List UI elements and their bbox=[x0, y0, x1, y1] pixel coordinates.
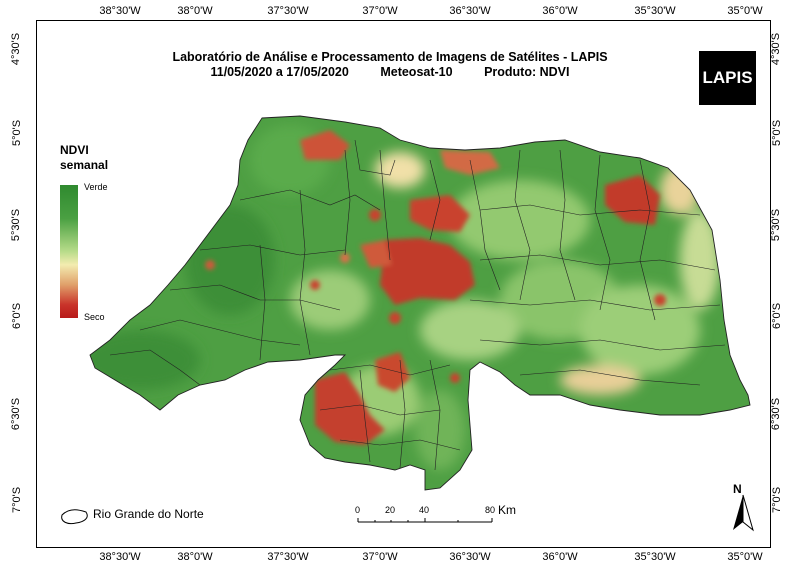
municipality-borders bbox=[109, 139, 726, 471]
scale-tick-label: 40 bbox=[419, 505, 430, 515]
lon-tick-top: 37°30'W bbox=[267, 5, 309, 17]
scale-tick-label: 0 bbox=[355, 505, 361, 515]
legend-color-ramp bbox=[60, 185, 78, 318]
lon-tick-top: 36°30'W bbox=[449, 5, 491, 17]
satellite-name: Meteosat-10 bbox=[380, 65, 453, 79]
lon-tick-top: 35°0'W bbox=[727, 5, 763, 17]
lon-tick-top: 38°30'W bbox=[99, 5, 141, 17]
scale-bar-graphic bbox=[357, 518, 493, 523]
region-legend-label: Rio Grande do Norte bbox=[93, 507, 204, 521]
product-name: Produto: NDVI bbox=[484, 65, 570, 79]
north-arrow-icon bbox=[733, 494, 754, 532]
date-range: 11/05/2020 a 17/05/2020 bbox=[210, 65, 349, 79]
title-line1: Laboratório de Análise e Processamento d… bbox=[172, 50, 608, 64]
legend-high-label: Verde bbox=[84, 182, 108, 192]
lon-tick-bottom: 37°30'W bbox=[267, 551, 309, 563]
legend-title: NDVI semanal bbox=[60, 143, 108, 173]
state-outline bbox=[89, 115, 751, 491]
map-title: Laboratório de Análise e Processamento d… bbox=[130, 50, 650, 80]
lon-tick-bottom: 38°0'W bbox=[177, 551, 213, 563]
lon-tick-bottom: 38°30'W bbox=[99, 551, 141, 563]
lon-tick-bottom: 36°0'W bbox=[542, 551, 578, 563]
lon-tick-top: 37°0'W bbox=[362, 5, 398, 17]
region-outline-icon bbox=[61, 509, 88, 525]
lon-tick-top: 36°0'W bbox=[542, 5, 578, 17]
lon-tick-bottom: 35°30'W bbox=[634, 551, 676, 563]
lon-tick-bottom: 36°30'W bbox=[449, 551, 491, 563]
lon-tick-top: 38°0'W bbox=[177, 5, 213, 17]
north-label: N bbox=[733, 482, 742, 496]
lon-tick-bottom: 37°0'W bbox=[362, 551, 398, 563]
lon-tick-bottom: 35°0'W bbox=[727, 551, 763, 563]
lon-tick-top: 35°30'W bbox=[634, 5, 676, 17]
lapis-logo: LAPIS bbox=[699, 51, 756, 105]
legend-low-label: Seco bbox=[84, 312, 105, 322]
scale-tick-label: 20 bbox=[385, 505, 396, 515]
legend-title-line1: NDVI bbox=[60, 143, 89, 157]
scale-tick-label: 80 bbox=[485, 505, 496, 515]
scale-unit: Km bbox=[498, 503, 516, 517]
legend-title-line2: semanal bbox=[60, 158, 109, 172]
logo-text: LAPIS bbox=[702, 68, 753, 87]
